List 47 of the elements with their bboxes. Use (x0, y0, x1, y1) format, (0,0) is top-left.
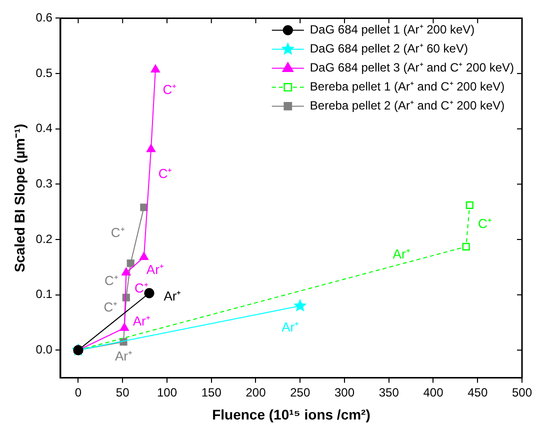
legend-label: DaG 684 pellet 1 (Ar⁺ 200 keV) (310, 22, 475, 37)
legend-label: DaG 684 pellet 2 (Ar⁺ 60 keV) (310, 42, 468, 56)
legend-label: Bereba pellet 2 (Ar⁺ and C⁺ 200 keV) (310, 98, 505, 113)
x-tick-label: 200 (246, 385, 266, 400)
x-tick-label: 100 (156, 385, 178, 400)
point (139, 252, 148, 260)
x-tick-label: 350 (378, 385, 400, 400)
x-tick-label: 150 (201, 385, 222, 400)
annotation: C⁺ (104, 299, 118, 314)
annotation: Ar⁺ (282, 319, 299, 334)
legend-label: DaG 684 pellet 3 (Ar⁺ and C⁺ 200 keV) (310, 60, 514, 75)
annotation: Ar⁺ (392, 246, 410, 262)
annotation: C⁺ (110, 224, 124, 240)
annotation: Ar⁺ (164, 288, 181, 304)
annotation: Ar⁺ (132, 314, 150, 329)
annotation: C⁺ (478, 216, 492, 231)
x-axis-title: Fluence (10¹⁵ ions /cm²) (212, 406, 370, 422)
point (126, 260, 134, 268)
x-tick-label: 400 (423, 385, 444, 400)
x-tick-label: 450 (468, 385, 488, 400)
y-tick-label: 0.3 (36, 176, 53, 190)
annotation: C⁺ (134, 280, 148, 296)
x-tick-label: 300 (334, 385, 355, 400)
y-tick-label: 0.6 (36, 10, 53, 25)
y-tick-label: 0.5 (36, 66, 53, 80)
y-tick-label: 0.2 (36, 232, 53, 246)
point (466, 201, 474, 209)
annotation: C⁺ (162, 82, 176, 98)
x-tick-label: 250 (290, 385, 310, 400)
y-axis-title: Scaled BI Slope (µm⁻¹) (11, 124, 28, 272)
point (122, 268, 131, 276)
annotation: Ar⁺ (146, 262, 164, 277)
point (146, 144, 156, 152)
annotation: Ar⁺ (114, 348, 132, 364)
y-tick-label: 0.1 (36, 287, 53, 302)
point (462, 242, 470, 250)
x-tick-label: 500 (512, 385, 532, 400)
x-tick-label: 50 (116, 385, 130, 400)
legend-label: Bereba pellet 1 (Ar⁺ and C⁺ 200 keV) (310, 80, 505, 94)
point (120, 322, 129, 331)
annotation: C⁺ (104, 273, 118, 288)
point (150, 64, 160, 72)
point (140, 204, 148, 212)
y-tick-label: 0.4 (36, 121, 53, 136)
annotation: C⁺ (158, 166, 172, 181)
y-tick-label: 0.0 (36, 342, 53, 356)
x-tick-label: 0 (74, 385, 82, 400)
